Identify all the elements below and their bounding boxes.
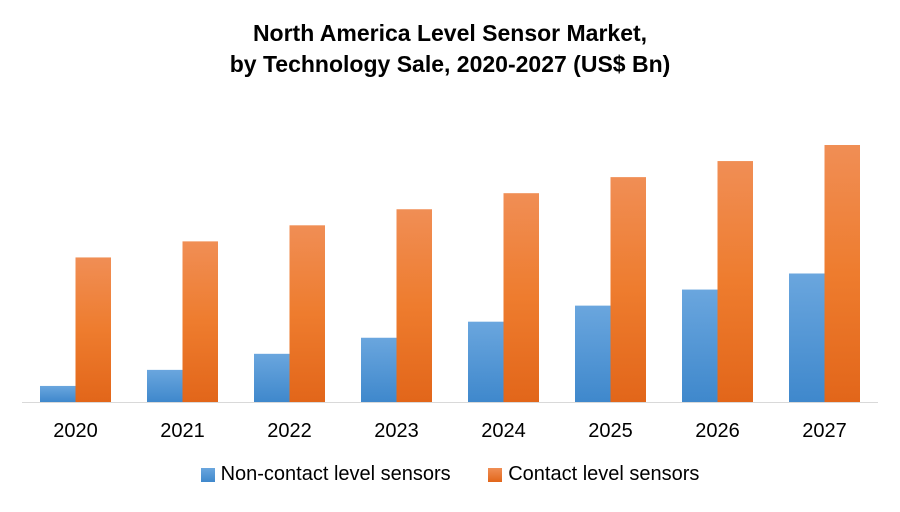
- legend-label-contact: Contact level sensors: [508, 463, 700, 485]
- bar-contact-2027: [824, 145, 860, 402]
- bar-contact-2021: [182, 241, 218, 402]
- x-tick-label: 2026: [695, 420, 740, 442]
- bar-non-contact-2024: [468, 321, 504, 402]
- bar-non-contact-2022: [254, 353, 290, 402]
- x-tick-label: 2027: [802, 420, 847, 442]
- bar-contact-2024: [503, 193, 539, 402]
- x-tick-label: 2024: [481, 420, 526, 442]
- x-tick-labels: 2020 2021 2022 2023 2024 2025 2026 2027: [53, 420, 847, 442]
- bar-non-contact-2026: [682, 289, 718, 402]
- bar-contact-2020: [75, 257, 111, 402]
- x-tick-label: 2022: [267, 420, 312, 442]
- legend-item-non-contact: Non-contact level sensors: [200, 463, 451, 486]
- bar-non-contact-2023: [361, 337, 397, 402]
- bar-contact-2022: [289, 225, 325, 402]
- bar-non-contact-2020: [40, 385, 76, 402]
- bar-contact-2025: [610, 177, 646, 402]
- bar-non-contact-2021: [147, 369, 183, 402]
- x-tick-label: 2021: [160, 420, 205, 442]
- legend-item-contact: Contact level sensors: [488, 463, 699, 486]
- chart-title: North America Level Sensor Market, by Te…: [0, 18, 900, 80]
- title-line-1: North America Level Sensor Market,: [252, 20, 648, 46]
- legend-label-non-contact: Non-contact level sensors: [220, 463, 451, 485]
- legend: Non-contact level sensors Contact level …: [0, 463, 900, 488]
- title-line-2: by Technology Sale, 2020-2027 (US$ Bn): [229, 51, 671, 77]
- bar-non-contact-2027: [789, 273, 825, 402]
- legend-swatch-non-contact: [200, 467, 215, 482]
- bars-group: [40, 145, 860, 402]
- x-tick-label: 2025: [588, 420, 633, 442]
- legend-swatch-contact: [488, 467, 503, 482]
- x-tick-label: 2023: [374, 420, 419, 442]
- x-tick-label: 2020: [53, 420, 98, 442]
- bar-contact-2023: [396, 209, 432, 402]
- bar-contact-2026: [717, 161, 753, 402]
- bar-non-contact-2025: [575, 305, 611, 402]
